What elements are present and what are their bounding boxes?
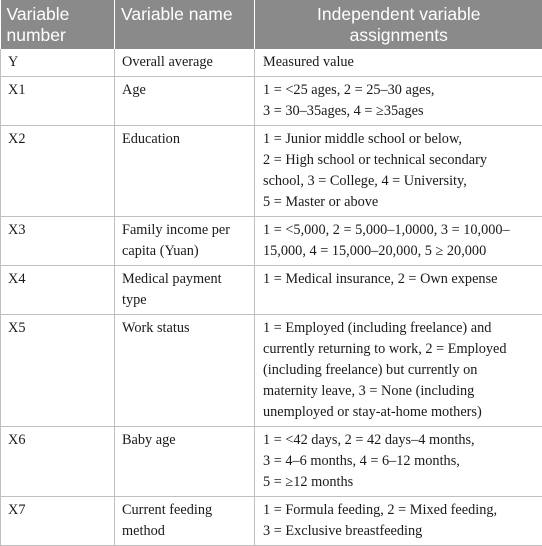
variable-number-cell: X5 [1, 315, 115, 427]
assignment-line: 1 = <42 days, 2 = 42 days–4 months, [263, 430, 538, 451]
variable-number-cell: X1 [1, 77, 115, 126]
variable-name-cell: Education [115, 126, 255, 217]
variable-name-line: Education [122, 129, 248, 150]
variable-name-line: method [122, 521, 248, 542]
assignment-cell: 1 = <42 days, 2 = 42 days–4 months,3 = 4… [255, 427, 542, 497]
assignment-line: 1 = Employed (including freelance) and [263, 318, 538, 339]
variable-number-cell: Y [1, 49, 115, 77]
header-assignments: Independent variable assignments [255, 0, 542, 49]
variable-number-cell: X2 [1, 126, 115, 217]
variable-name-cell: Work status [115, 315, 255, 427]
header-variable-number: Variable number [1, 0, 115, 49]
variable-name-line: Family income per [122, 220, 248, 241]
assignment-line: 1 = <5,000, 2 = 5,000–1,0000, 3 = 10,000… [263, 220, 538, 241]
assignment-cell: 1 = Medical insurance, 2 = Own expense [255, 266, 542, 315]
variable-name-cell: Overall average [115, 49, 255, 77]
variable-name-cell: Age [115, 77, 255, 126]
variable-name-line: capita (Yuan) [122, 241, 248, 262]
assignment-cell: 1 = Junior middle school or below,2 = Hi… [255, 126, 542, 217]
assignment-line: (including freelance) but currently on [263, 360, 538, 381]
table-body: Y Overall average Measured value X1 Age 1 = <… [1, 49, 542, 546]
variable-name-line: Baby age [122, 430, 248, 451]
assignment-line: 3 = 4–6 months, 4 = 6–12 months, [263, 451, 538, 472]
assignment-line: 1 = Medical insurance, 2 = Own expense [263, 269, 538, 290]
variable-name-line: Medical payment [122, 269, 248, 290]
variable-name-cell: Baby age [115, 427, 255, 497]
assignment-cell: 1 = Formula feeding, 2 = Mixed feeding,3… [255, 497, 542, 546]
assignment-line: Measured value [263, 52, 538, 73]
variable-name-line: Age [122, 80, 248, 101]
assignment-line: 1 = Junior middle school or below, [263, 129, 538, 150]
assignment-line: 2 = High school or technical secondary [263, 150, 538, 171]
assignment-line: 1 = <25 ages, 2 = 25–30 ages, [263, 80, 538, 101]
assignment-cell: Measured value [255, 49, 542, 77]
variable-number-cell: X6 [1, 427, 115, 497]
table-row: X1 Age 1 = <25 ages, 2 = 25–30 ages,3 = 30… [1, 77, 542, 126]
assignment-line: school, 3 = College, 4 = University, [263, 171, 538, 192]
assignment-line: 1 = Formula feeding, 2 = Mixed feeding, [263, 500, 538, 521]
variable-number-cell: X4 [1, 266, 115, 315]
assignment-line: 15,000, 4 = 15,000–20,000, 5 ≥ 20,000 [263, 241, 538, 262]
assignment-line: 5 = ≥12 months [263, 472, 538, 493]
assignment-line: unemployed or stay-at-home mothers) [263, 402, 538, 423]
header-row: Variable number Variable name Independen… [1, 0, 542, 49]
assignment-cell: 1 = <25 ages, 2 = 25–30 ages,3 = 30–35ag… [255, 77, 542, 126]
assignment-line: 3 = Exclusive breastfeeding [263, 521, 538, 542]
assignment-line: maternity leave, 3 = None (including [263, 381, 538, 402]
variable-name-line: type [122, 290, 248, 311]
table-row: Y Overall average Measured value [1, 49, 542, 77]
header-variable-name: Variable name [115, 0, 255, 49]
table-row: X6 Baby age 1 = <42 days, 2 = 42 days–4 mo… [1, 427, 542, 497]
variable-number-cell: X3 [1, 217, 115, 266]
table-row: X5 Work status 1 = Employed (including fre… [1, 315, 542, 427]
variable-number-cell: X7 [1, 497, 115, 546]
assignment-line: 3 = 30–35ages, 4 = ≥35ages [263, 101, 538, 122]
assignment-cell: 1 = <5,000, 2 = 5,000–1,0000, 3 = 10,000… [255, 217, 542, 266]
variable-name-line: Work status [122, 318, 248, 339]
assignment-line: 5 = Master or above [263, 192, 538, 213]
assignment-line: currently returning to work, 2 = Employe… [263, 339, 538, 360]
variable-name-line: Current feeding [122, 500, 248, 521]
table-row: X2 Education 1 = Junior middle school or b… [1, 126, 542, 217]
variable-name-line: Overall average [122, 52, 248, 73]
